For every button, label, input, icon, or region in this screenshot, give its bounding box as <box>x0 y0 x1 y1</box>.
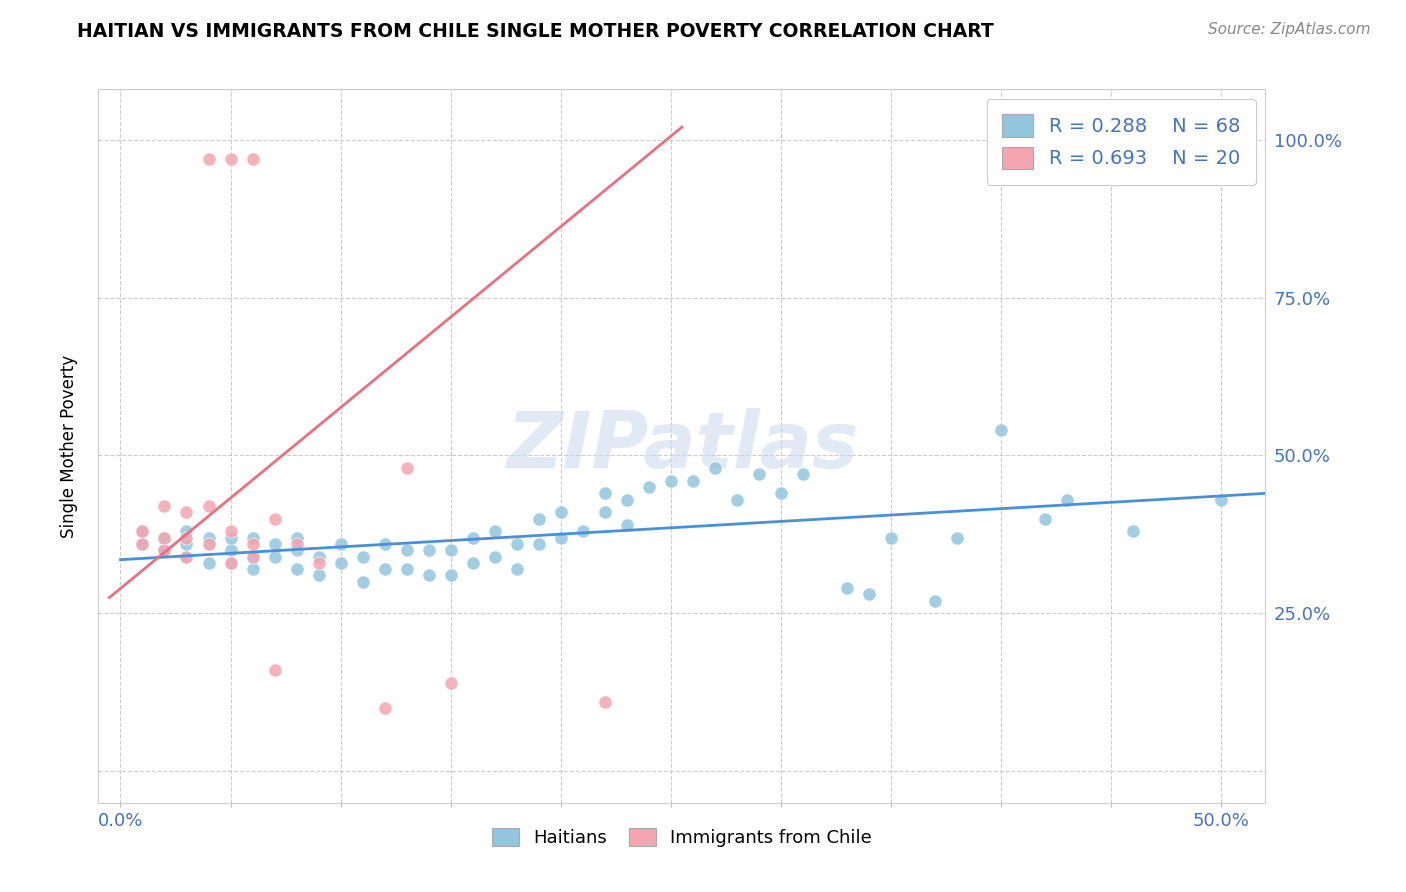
Point <box>638 480 661 494</box>
Point <box>219 556 242 570</box>
Point <box>242 549 264 564</box>
Legend: Haitians, Immigrants from Chile: Haitians, Immigrants from Chile <box>485 821 879 855</box>
Point <box>285 562 308 576</box>
Point <box>418 568 440 582</box>
Point <box>748 467 770 482</box>
Point <box>461 556 484 570</box>
Point <box>263 663 285 677</box>
Point <box>263 537 285 551</box>
Point <box>1122 524 1144 539</box>
Point <box>263 511 285 525</box>
Point <box>1033 511 1056 525</box>
Point <box>308 549 330 564</box>
Point <box>219 531 242 545</box>
Point <box>550 531 572 545</box>
Point <box>395 562 418 576</box>
Point <box>131 537 153 551</box>
Y-axis label: Single Mother Poverty: Single Mother Poverty <box>60 354 79 538</box>
Point <box>285 537 308 551</box>
Point <box>176 531 198 545</box>
Point <box>176 505 198 519</box>
Point <box>440 675 463 690</box>
Point <box>374 701 396 715</box>
Point <box>242 562 264 576</box>
Point <box>792 467 814 482</box>
Point <box>593 505 616 519</box>
Point <box>440 568 463 582</box>
Point <box>374 562 396 576</box>
Point <box>219 524 242 539</box>
Point <box>506 562 529 576</box>
Point <box>131 524 153 539</box>
Point <box>440 543 463 558</box>
Point <box>242 152 264 166</box>
Point <box>835 581 858 595</box>
Point <box>197 499 219 513</box>
Point <box>131 537 153 551</box>
Point <box>395 461 418 475</box>
Point <box>682 474 704 488</box>
Point <box>329 537 352 551</box>
Point <box>880 531 903 545</box>
Point <box>176 549 198 564</box>
Point <box>374 537 396 551</box>
Point <box>506 537 529 551</box>
Point <box>858 587 880 601</box>
Point <box>285 543 308 558</box>
Point <box>153 499 176 513</box>
Point <box>153 543 176 558</box>
Point <box>946 531 969 545</box>
Point <box>176 549 198 564</box>
Point <box>527 511 550 525</box>
Point <box>550 505 572 519</box>
Point <box>263 549 285 564</box>
Point <box>153 531 176 545</box>
Point <box>153 543 176 558</box>
Point <box>219 152 242 166</box>
Text: Source: ZipAtlas.com: Source: ZipAtlas.com <box>1208 22 1371 37</box>
Point <box>352 549 374 564</box>
Point <box>308 568 330 582</box>
Point <box>461 531 484 545</box>
Point <box>484 524 506 539</box>
Point <box>176 524 198 539</box>
Point <box>593 695 616 709</box>
Point <box>527 537 550 551</box>
Point <box>197 531 219 545</box>
Point <box>352 574 374 589</box>
Point <box>659 474 682 488</box>
Point <box>197 152 219 166</box>
Point <box>703 461 725 475</box>
Point <box>131 524 153 539</box>
Text: HAITIAN VS IMMIGRANTS FROM CHILE SINGLE MOTHER POVERTY CORRELATION CHART: HAITIAN VS IMMIGRANTS FROM CHILE SINGLE … <box>77 22 994 41</box>
Point <box>219 543 242 558</box>
Point <box>395 543 418 558</box>
Point <box>484 549 506 564</box>
Point <box>990 423 1012 437</box>
Point <box>593 486 616 500</box>
Point <box>242 537 264 551</box>
Point <box>616 517 638 532</box>
Point <box>176 537 198 551</box>
Point <box>197 537 219 551</box>
Point <box>153 531 176 545</box>
Point <box>418 543 440 558</box>
Point <box>308 556 330 570</box>
Point <box>1211 492 1233 507</box>
Point <box>219 556 242 570</box>
Point <box>725 492 748 507</box>
Point <box>329 556 352 570</box>
Point <box>924 593 946 607</box>
Point <box>197 537 219 551</box>
Point <box>242 549 264 564</box>
Point <box>242 531 264 545</box>
Text: ZIPatlas: ZIPatlas <box>506 408 858 484</box>
Point <box>1056 492 1078 507</box>
Point <box>769 486 792 500</box>
Point <box>285 531 308 545</box>
Point <box>572 524 595 539</box>
Point <box>197 556 219 570</box>
Point <box>616 492 638 507</box>
